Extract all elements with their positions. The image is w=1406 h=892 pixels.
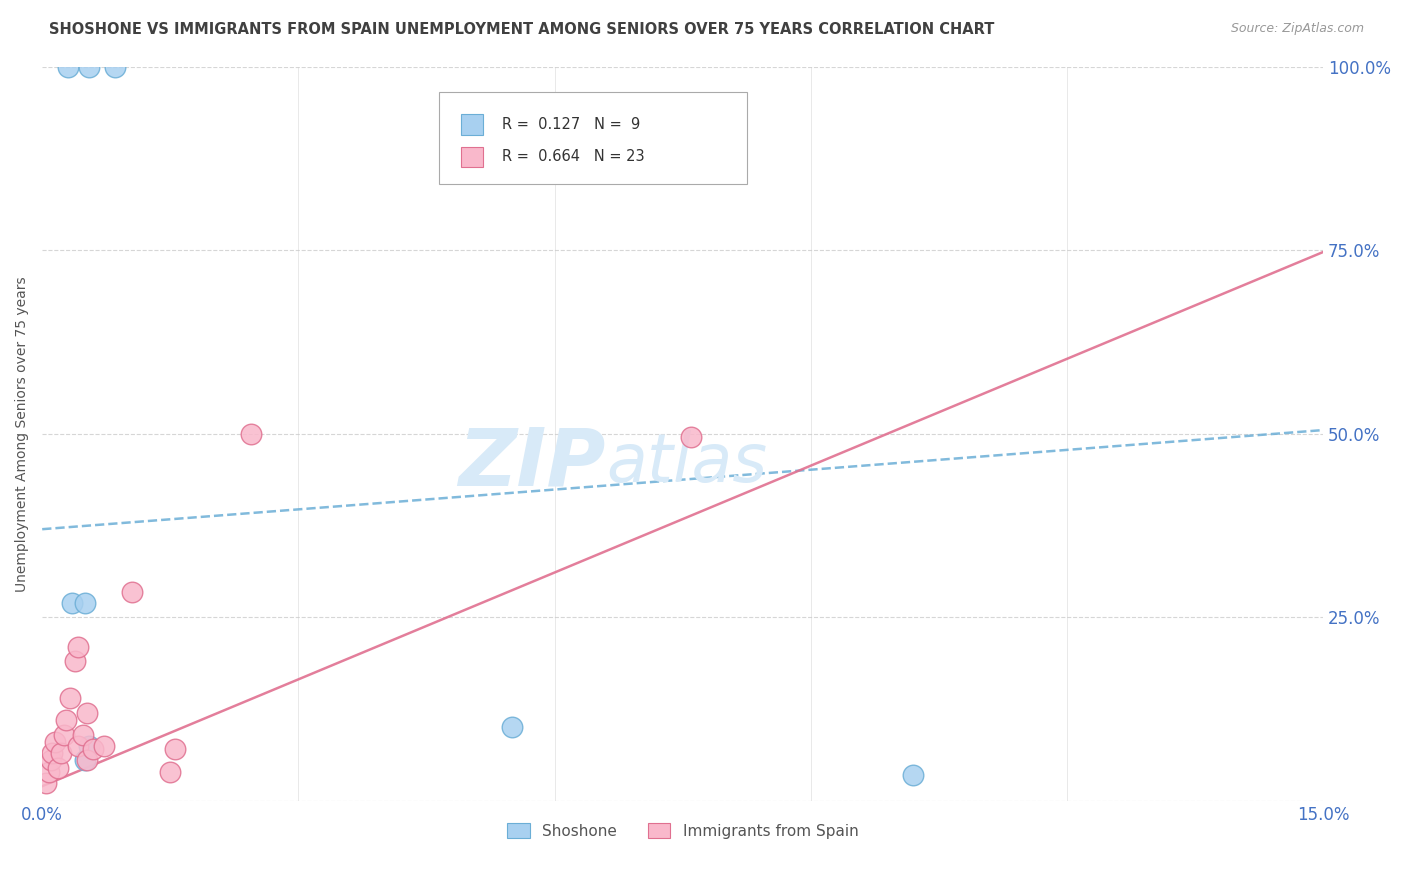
Y-axis label: Unemployment Among Seniors over 75 years: Unemployment Among Seniors over 75 years (15, 276, 30, 591)
FancyBboxPatch shape (461, 146, 482, 167)
Point (67, 739, 90, 753)
Text: atlas: atlas (606, 430, 766, 496)
Point (93, 739, 115, 753)
Point (163, 742, 186, 756)
Text: R =  0.664   N = 23: R = 0.664 N = 23 (502, 150, 644, 164)
Point (82, 742, 104, 756)
Point (46, 761, 69, 775)
Text: Source: ZipAtlas.com: Source: ZipAtlas.com (1230, 22, 1364, 36)
FancyBboxPatch shape (461, 114, 482, 135)
Text: SHOSHONE VS IMMIGRANTS FROM SPAIN UNEMPLOYMENT AMONG SENIORS OVER 75 YEARS CORRE: SHOSHONE VS IMMIGRANTS FROM SPAIN UNEMPL… (49, 22, 994, 37)
Point (35, 775, 58, 789)
Point (77, 739, 100, 753)
Point (67, 640, 90, 654)
Point (56, 60, 79, 74)
Point (159, 764, 181, 779)
FancyBboxPatch shape (439, 92, 747, 184)
Point (501, 721, 523, 735)
Point (73, 754, 96, 768)
Point (73, 596, 96, 610)
Point (240, 426, 263, 441)
Point (60, 596, 83, 610)
Point (76, 706, 98, 720)
Text: ZIP: ZIP (458, 424, 606, 502)
Point (76, 754, 98, 768)
Point (52, 728, 75, 742)
Point (104, 60, 127, 74)
Legend: Shoshone, Immigrants from Spain: Shoshone, Immigrants from Spain (501, 816, 865, 845)
Point (44, 735, 66, 749)
Point (77, 60, 100, 74)
Point (63, 654, 86, 668)
Point (41, 746, 63, 760)
Point (58, 691, 80, 706)
Point (55, 713, 77, 727)
Point (681, 430, 703, 444)
Point (72, 728, 94, 742)
Point (121, 584, 143, 599)
Point (49, 746, 72, 760)
Point (38, 764, 60, 779)
Text: R =  0.127   N =  9: R = 0.127 N = 9 (502, 117, 640, 132)
Point (39, 754, 62, 768)
Point (903, 768, 925, 782)
